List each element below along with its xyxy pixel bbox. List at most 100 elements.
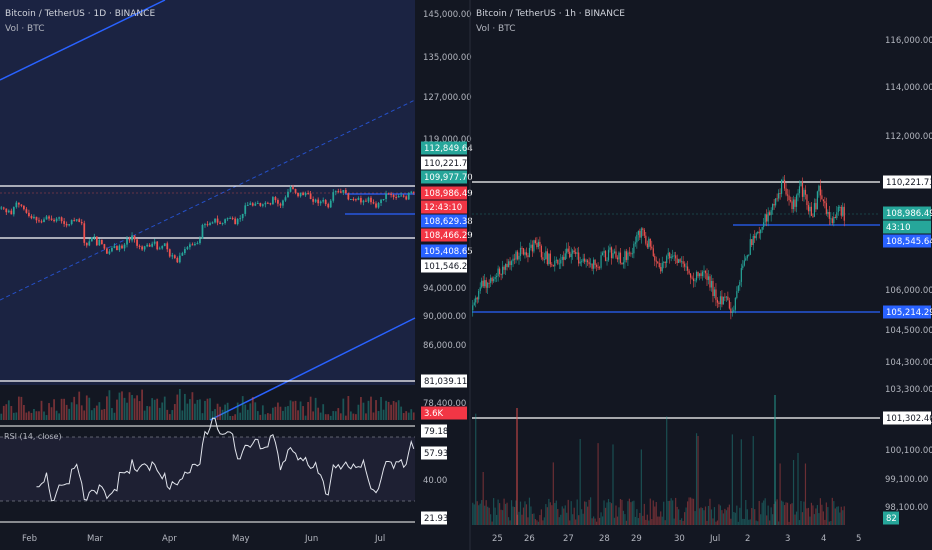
right-volume-bar [789, 504, 792, 525]
rsi-tick: 21.93 [424, 514, 448, 524]
right-candle [481, 280, 483, 288]
right-y-tick: 99,100.00 [885, 475, 928, 485]
left-candle [75, 219, 78, 221]
right-candle [743, 260, 745, 266]
right-volume-bar [783, 505, 786, 525]
right-volume-bar [490, 514, 492, 525]
left-candle [53, 219, 55, 222]
right-candle [746, 255, 748, 259]
right-candle [519, 247, 522, 256]
right-candle [494, 277, 496, 279]
right-candle [542, 257, 544, 260]
left-candle [176, 257, 179, 263]
left-candle [231, 217, 234, 219]
left-volume-bar [410, 409, 413, 420]
left-price-label-bg [421, 228, 467, 242]
left-volume-bar [385, 400, 387, 420]
right-candle [780, 179, 783, 194]
right-candle [734, 297, 736, 310]
right-candle [555, 259, 557, 261]
right-volume-bar [536, 520, 538, 525]
right-candle [719, 296, 722, 305]
right-chart-subtitle: Vol · BTC [476, 24, 516, 34]
left-volume-bar [367, 400, 370, 420]
right-candle [473, 302, 475, 306]
right-candle [524, 252, 526, 255]
right-candle [518, 255, 520, 260]
left-volume-bar [176, 394, 179, 420]
left-candle [410, 191, 413, 193]
right-candle [712, 281, 714, 297]
right-candle [730, 308, 732, 313]
right-volume-bar [610, 503, 613, 525]
right-volume-bar [604, 507, 607, 525]
right-candle [640, 228, 642, 238]
right-candle [748, 254, 750, 256]
left-candle [191, 244, 194, 246]
right-candle [493, 278, 495, 282]
left-price-label-bg [421, 244, 467, 258]
right-volume-bar [798, 520, 801, 525]
right-volume-bar [666, 416, 668, 525]
right-candle [697, 271, 699, 277]
left-candle [327, 204, 330, 208]
right-volume-bar [534, 519, 537, 525]
left-volume-bar [65, 404, 68, 420]
right-volume-bar [794, 514, 796, 525]
right-candle [572, 250, 574, 254]
right-candle [797, 193, 799, 196]
left-volume-bar [221, 409, 224, 420]
right-volume-bar [560, 514, 562, 525]
right-volume-bar [804, 463, 807, 525]
right-candle [646, 243, 648, 248]
right-x-tick: 3 [785, 534, 790, 544]
left-volume-bar [412, 412, 415, 420]
left-volume-bar [103, 409, 106, 420]
right-volume-bar [557, 509, 559, 525]
left-x-tick: Apr [162, 534, 177, 544]
left-volume-bar [241, 396, 244, 420]
left-candle [251, 203, 254, 206]
left-candle [380, 199, 382, 204]
right-candle [718, 302, 720, 305]
right-y-tick: 106,000.00 [885, 286, 932, 296]
left-candle [5, 208, 8, 213]
right-volume-bar [818, 513, 820, 525]
left-volume-bar [78, 391, 81, 420]
left-candle [196, 243, 199, 245]
right-candle [658, 262, 660, 268]
left-price-label: 112,849.64 [424, 144, 473, 154]
left-volume-bar [183, 393, 186, 420]
left-price-label: 108,466.29 [424, 231, 473, 241]
right-candle [769, 212, 771, 216]
right-volume-bar [612, 444, 614, 525]
right-price-label-bg [883, 220, 931, 234]
left-volume-bar [50, 407, 53, 420]
left-volume-bar [161, 402, 164, 420]
right-volume-bar [713, 507, 716, 525]
right-candle [764, 214, 766, 223]
right-volume-bar [722, 513, 724, 525]
right-volume-bar [621, 499, 623, 525]
right-volume-bar [482, 471, 484, 525]
right-volume-bar [481, 500, 483, 525]
right-volume-bar [703, 510, 705, 525]
right-candle [643, 229, 645, 236]
left-volume-bar [302, 406, 304, 420]
right-volume-bar [631, 501, 633, 525]
left-candle [229, 217, 232, 219]
right-volume-bar [839, 512, 841, 525]
right-volume-bar [728, 504, 730, 525]
left-price-label: 110,221.73 [424, 159, 473, 169]
right-candle [537, 241, 539, 248]
right-candle [794, 199, 796, 207]
right-candle [613, 251, 616, 254]
right-volume-bar [821, 504, 823, 525]
right-volume-bar [566, 512, 568, 525]
right-candle [842, 206, 844, 216]
right-volume-bar [618, 507, 620, 525]
left-volume-bar [45, 415, 48, 420]
left-candle [342, 190, 345, 193]
left-volume-bar [229, 415, 232, 420]
